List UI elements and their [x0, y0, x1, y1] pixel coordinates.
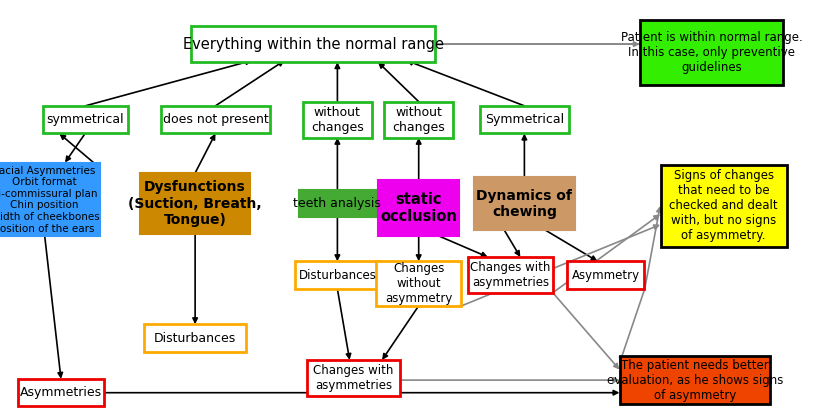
Text: does not present: does not present	[163, 113, 268, 126]
Text: Disturbances: Disturbances	[298, 269, 376, 281]
Text: Facial Asymmetries
Orbit format
Bi-commissural plan
Chin position
Width of cheek: Facial Asymmetries Orbit format Bi-commi…	[0, 165, 99, 234]
FancyBboxPatch shape	[42, 106, 128, 134]
FancyBboxPatch shape	[567, 261, 644, 289]
FancyBboxPatch shape	[378, 179, 459, 236]
Text: teeth analysis: teeth analysis	[293, 197, 381, 210]
Text: Disturbances: Disturbances	[154, 332, 237, 344]
FancyBboxPatch shape	[307, 360, 400, 396]
Text: symmetrical: symmetrical	[46, 113, 124, 126]
FancyBboxPatch shape	[161, 106, 270, 134]
Text: The patient needs better
evaluation, as he shows signs
of asymmetry: The patient needs better evaluation, as …	[607, 359, 783, 402]
FancyBboxPatch shape	[468, 257, 553, 293]
FancyBboxPatch shape	[620, 356, 771, 404]
Text: Changes
without
asymmetry: Changes without asymmetry	[385, 262, 452, 305]
FancyBboxPatch shape	[145, 324, 246, 352]
FancyBboxPatch shape	[18, 379, 104, 407]
Text: Asymmetries: Asymmetries	[20, 386, 102, 399]
Text: without
changes: without changes	[393, 106, 445, 134]
Text: Everything within the normal range: Everything within the normal range	[182, 37, 444, 52]
FancyBboxPatch shape	[641, 20, 782, 85]
Text: without
changes: without changes	[311, 106, 363, 134]
FancyBboxPatch shape	[376, 261, 462, 306]
FancyBboxPatch shape	[140, 173, 250, 234]
FancyBboxPatch shape	[294, 261, 380, 289]
Text: Dynamics of
chewing: Dynamics of chewing	[476, 189, 572, 219]
FancyBboxPatch shape	[385, 102, 454, 138]
FancyBboxPatch shape	[473, 177, 576, 230]
Text: Changes with
asymmetries: Changes with asymmetries	[314, 364, 393, 392]
Text: Asymmetry: Asymmetry	[572, 269, 640, 281]
FancyBboxPatch shape	[660, 165, 787, 247]
FancyBboxPatch shape	[480, 106, 569, 134]
Text: Changes with
asymmetries: Changes with asymmetries	[471, 261, 550, 289]
FancyBboxPatch shape	[0, 163, 99, 236]
FancyBboxPatch shape	[299, 190, 376, 218]
FancyBboxPatch shape	[302, 102, 372, 138]
Text: static
occlusion: static occlusion	[380, 192, 457, 224]
Text: Symmetrical: Symmetrical	[485, 113, 564, 126]
Text: Signs of changes
that need to be
checked and dealt
with, but no signs
of asymmet: Signs of changes that need to be checked…	[669, 169, 778, 242]
FancyBboxPatch shape	[191, 26, 435, 62]
Text: Dysfunctions
(Suction, Breath,
Tongue): Dysfunctions (Suction, Breath, Tongue)	[128, 181, 262, 227]
Text: Patient is within normal range.
In this case, only preventive
guidelines: Patient is within normal range. In this …	[620, 31, 802, 74]
